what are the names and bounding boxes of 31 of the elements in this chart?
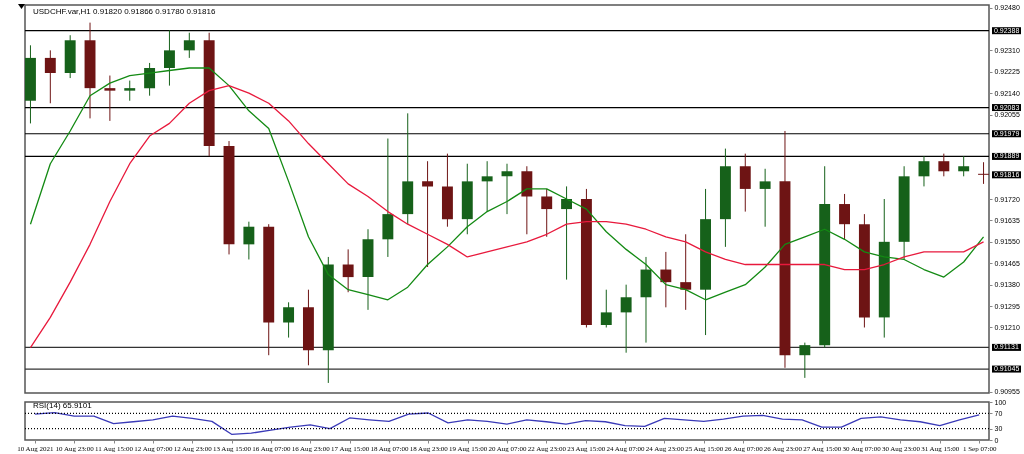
candlestick (243, 221, 255, 260)
candlestick (183, 32, 195, 59)
candlestick (680, 233, 692, 311)
candlestick (600, 289, 612, 328)
candlestick (44, 49, 56, 104)
candlestick (978, 161, 989, 185)
candlestick (561, 185, 573, 281)
candlestick (144, 62, 156, 97)
candlestick (124, 80, 136, 102)
candlestick (283, 301, 295, 339)
line-series (29, 84, 985, 349)
candlestick (342, 248, 354, 293)
candlestick (620, 284, 632, 354)
candlestick (958, 155, 970, 177)
candlestick (759, 168, 771, 228)
chart-title: USDCHF.var,H1 0.91820 0.91866 0.91780 0.91816 (33, 6, 216, 16)
candlestick (501, 163, 513, 215)
candlestick (422, 160, 434, 268)
candlestick (104, 75, 116, 122)
candlestick (163, 29, 175, 87)
candlestick (839, 193, 851, 240)
candlestick (918, 155, 930, 187)
line-series (29, 67, 985, 301)
candlestick (739, 153, 751, 213)
chart-title: RSI(14) 65.9101 (33, 401, 93, 410)
candlestick (938, 153, 950, 177)
candlestick (660, 251, 672, 308)
candlestick (799, 342, 811, 379)
candlestick (481, 160, 493, 213)
candlestick (541, 188, 553, 238)
line-series (34, 411, 980, 435)
